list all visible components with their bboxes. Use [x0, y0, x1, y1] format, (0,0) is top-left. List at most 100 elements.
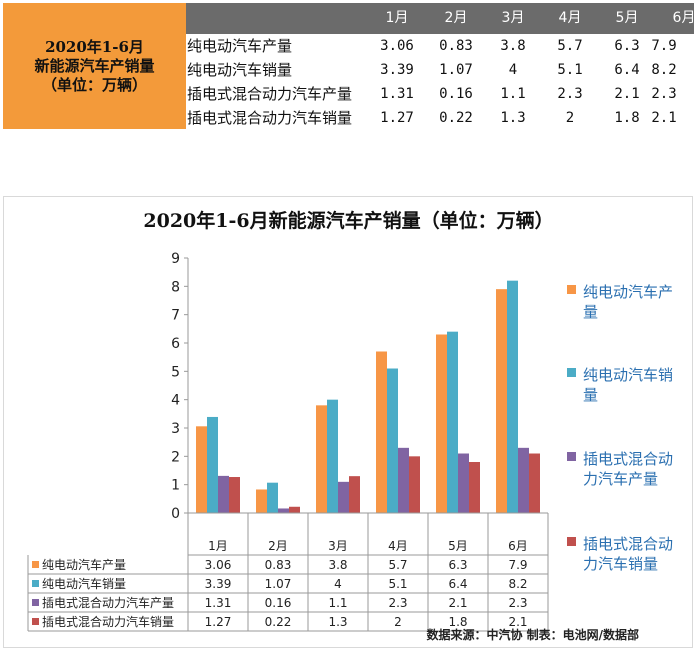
row-value: 1.27	[380, 110, 414, 126]
legend-label: 力汽车产量	[583, 470, 658, 488]
data-label: 1.07	[265, 577, 292, 591]
row-value: 1.8	[614, 110, 640, 126]
data-label: 6.4	[448, 577, 467, 591]
row-value: 2.1	[651, 110, 677, 126]
legend-label: 力汽车销量	[583, 555, 658, 573]
legend-key	[567, 537, 576, 546]
row-name: 纯电动汽车销量	[187, 61, 293, 79]
x-tick-label: 2月	[268, 539, 288, 553]
bar	[338, 481, 349, 513]
row-value: 0.22	[439, 110, 473, 126]
legend-key	[567, 368, 576, 377]
data-label: 2.1	[508, 615, 527, 629]
data-label: 2.1	[448, 596, 467, 610]
legend-label: 插电式混合动	[583, 450, 673, 468]
summary-title-line: （单位：万辆）	[41, 75, 147, 94]
y-tick-label: 9	[171, 251, 180, 267]
row-name: 纯电动汽车产量	[187, 37, 293, 55]
legend-label: 纯电动汽车产	[583, 283, 673, 301]
month-header: 3月	[501, 10, 525, 26]
data-label: 1.31	[205, 596, 232, 610]
bar	[196, 426, 207, 513]
data-label: 0.22	[265, 615, 292, 629]
legend-key	[567, 452, 576, 461]
chart-frame	[3, 196, 693, 648]
row-value: 6.3	[614, 38, 640, 54]
row-value: 1.3	[500, 110, 526, 126]
bar	[289, 506, 300, 513]
y-tick-label: 5	[171, 364, 180, 380]
data-label: 2.3	[388, 596, 407, 610]
row-value: 1.07	[439, 62, 473, 78]
data-label: 3.06	[205, 558, 232, 572]
table-series-name: 插电式混合动力汽车产量	[42, 595, 174, 610]
bar	[267, 482, 278, 513]
row-value: 4	[508, 62, 518, 78]
bar	[229, 477, 240, 513]
data-label: 3.39	[205, 577, 232, 591]
row-value: 3.8	[500, 38, 526, 54]
bar	[218, 475, 229, 513]
table-legend-key	[32, 618, 39, 625]
bar	[409, 456, 420, 513]
x-tick-label: 1月	[208, 539, 228, 553]
summary-title-cell: 2020年1-6月 新能源汽车产销量 （单位：万辆）	[3, 3, 186, 129]
row-value: 3.06	[380, 38, 414, 54]
month-header: 4月	[558, 10, 582, 26]
bar	[447, 331, 458, 513]
row-value: 2.3	[651, 86, 677, 102]
data-label: 3.8	[328, 558, 347, 572]
bar	[398, 447, 409, 513]
bar	[316, 405, 327, 513]
month-header: 6月	[672, 10, 696, 26]
row-value: 2	[565, 110, 575, 126]
month-header: 2月	[444, 10, 468, 26]
data-label: 2	[394, 615, 402, 629]
row-value: 7.9	[651, 38, 677, 54]
y-tick-label: 4	[171, 393, 180, 409]
data-label: 0.83	[265, 558, 292, 572]
data-label: 1.8	[448, 615, 467, 629]
row-value: 1.31	[380, 86, 414, 102]
data-label: 5.1	[388, 577, 407, 591]
bar	[278, 508, 289, 513]
data-label: 7.9	[508, 558, 527, 572]
data-label: 6.3	[448, 558, 467, 572]
row-name: 插电式混合动力汽车销量	[187, 109, 353, 127]
bar	[518, 447, 529, 513]
row-value: 3.39	[380, 62, 414, 78]
legend-label: 纯电动汽车销	[583, 366, 673, 384]
x-tick-label: 5月	[448, 539, 468, 553]
row-value: 1.1	[500, 86, 526, 102]
row-value: 6.4	[614, 62, 640, 78]
data-label: 1.27	[205, 615, 232, 629]
bar	[327, 399, 338, 513]
bar	[387, 368, 398, 513]
row-value: 2.1	[614, 86, 640, 102]
table-series-name: 纯电动汽车产量	[42, 557, 126, 572]
y-tick-label: 1	[171, 478, 180, 494]
legend-label: 量	[583, 386, 598, 404]
summary-title-line: 新能源汽车产销量	[34, 56, 155, 75]
month-header-row: 1月 2月 3月 4月 5月 6月	[186, 3, 696, 34]
bar	[349, 476, 360, 513]
bar	[529, 453, 540, 513]
row-value: 5.7	[557, 38, 583, 54]
month-header: 5月	[615, 10, 639, 26]
source-note: 数据来源：中汽协 制表：电池网/数据部	[426, 628, 639, 642]
data-label: 5.7	[388, 558, 407, 572]
table-legend-key	[32, 599, 39, 606]
row-value: 5.1	[557, 62, 583, 78]
chart-title: 2020年1-6月新能源汽车产销量（单位：万辆）	[143, 210, 554, 232]
table-series-name: 纯电动汽车销量	[42, 576, 126, 591]
row-value: 8.2	[651, 62, 677, 78]
month-header: 1月	[385, 10, 409, 26]
bar	[458, 453, 469, 513]
y-tick-label: 2	[171, 449, 180, 465]
table-legend-key	[32, 561, 39, 568]
legend-key	[567, 285, 576, 294]
y-tick-label: 0	[171, 506, 180, 522]
legend-label: 插电式混合动	[583, 535, 673, 553]
row-value: 0.83	[439, 38, 473, 54]
